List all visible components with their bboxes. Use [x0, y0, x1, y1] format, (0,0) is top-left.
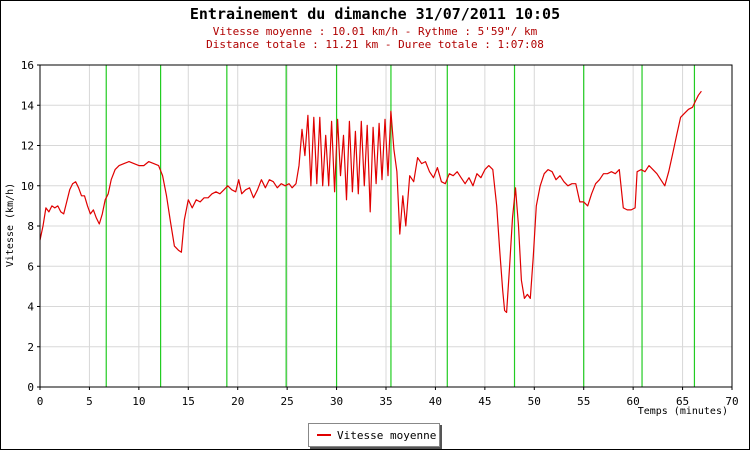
x-tick-label: 70	[725, 395, 738, 408]
x-tick-label: 55	[577, 395, 590, 408]
legend-swatch	[317, 434, 331, 436]
x-axis-label: Temps (minutes)	[638, 406, 728, 417]
y-tick-label: 4	[27, 301, 34, 314]
x-tick-label: 45	[478, 395, 491, 408]
tick-labels: 0 5 10 15 20 25 30 35 40 45 50 55 60 65 70 0 2 4 6 8 10 12 14 1…	[21, 59, 739, 408]
x-tick-label: 0	[37, 395, 44, 408]
y-tick-label: 2	[27, 341, 34, 354]
x-tick-label: 40	[429, 395, 442, 408]
x-tick-label: 10	[132, 395, 145, 408]
y-tick-label: 16	[21, 59, 34, 72]
y-tick-label: 12	[21, 140, 34, 153]
x-tick-label: 60	[627, 395, 640, 408]
y-tick-label: 8	[27, 220, 34, 233]
legend: Vitesse moyenne	[308, 423, 440, 447]
chart-subtitle-line-1: Vitesse moyenne : 10.01 km/h - Rythme : …	[213, 25, 538, 38]
grid	[39, 64, 733, 388]
x-tick-label: 5	[86, 395, 93, 408]
series-layer	[39, 90, 702, 314]
x-tick-label: 35	[379, 395, 392, 408]
y-tick-label: 6	[27, 260, 34, 273]
x-tick-label: 25	[281, 395, 294, 408]
x-tick-label: 65	[676, 395, 689, 408]
x-tick-label: 15	[182, 395, 195, 408]
y-tick-label: 10	[21, 180, 34, 193]
x-tick-label: 50	[528, 395, 541, 408]
x-tick-label: 30	[330, 395, 343, 408]
y-tick-label: 0	[27, 381, 34, 394]
y-tick-label: 14	[21, 99, 35, 112]
chart-title: Entrainement du dimanche 31/07/2011 10:0…	[190, 5, 560, 23]
series-line-vitesse-moyenne	[39, 90, 702, 314]
legend-label: Vitesse moyenne	[337, 428, 437, 442]
y-axis-label: Vitesse (km/h)	[5, 183, 16, 267]
chart-subtitle-line-2: Distance totale : 11.21 km - Duree total…	[206, 38, 544, 51]
x-tick-label: 20	[231, 395, 244, 408]
